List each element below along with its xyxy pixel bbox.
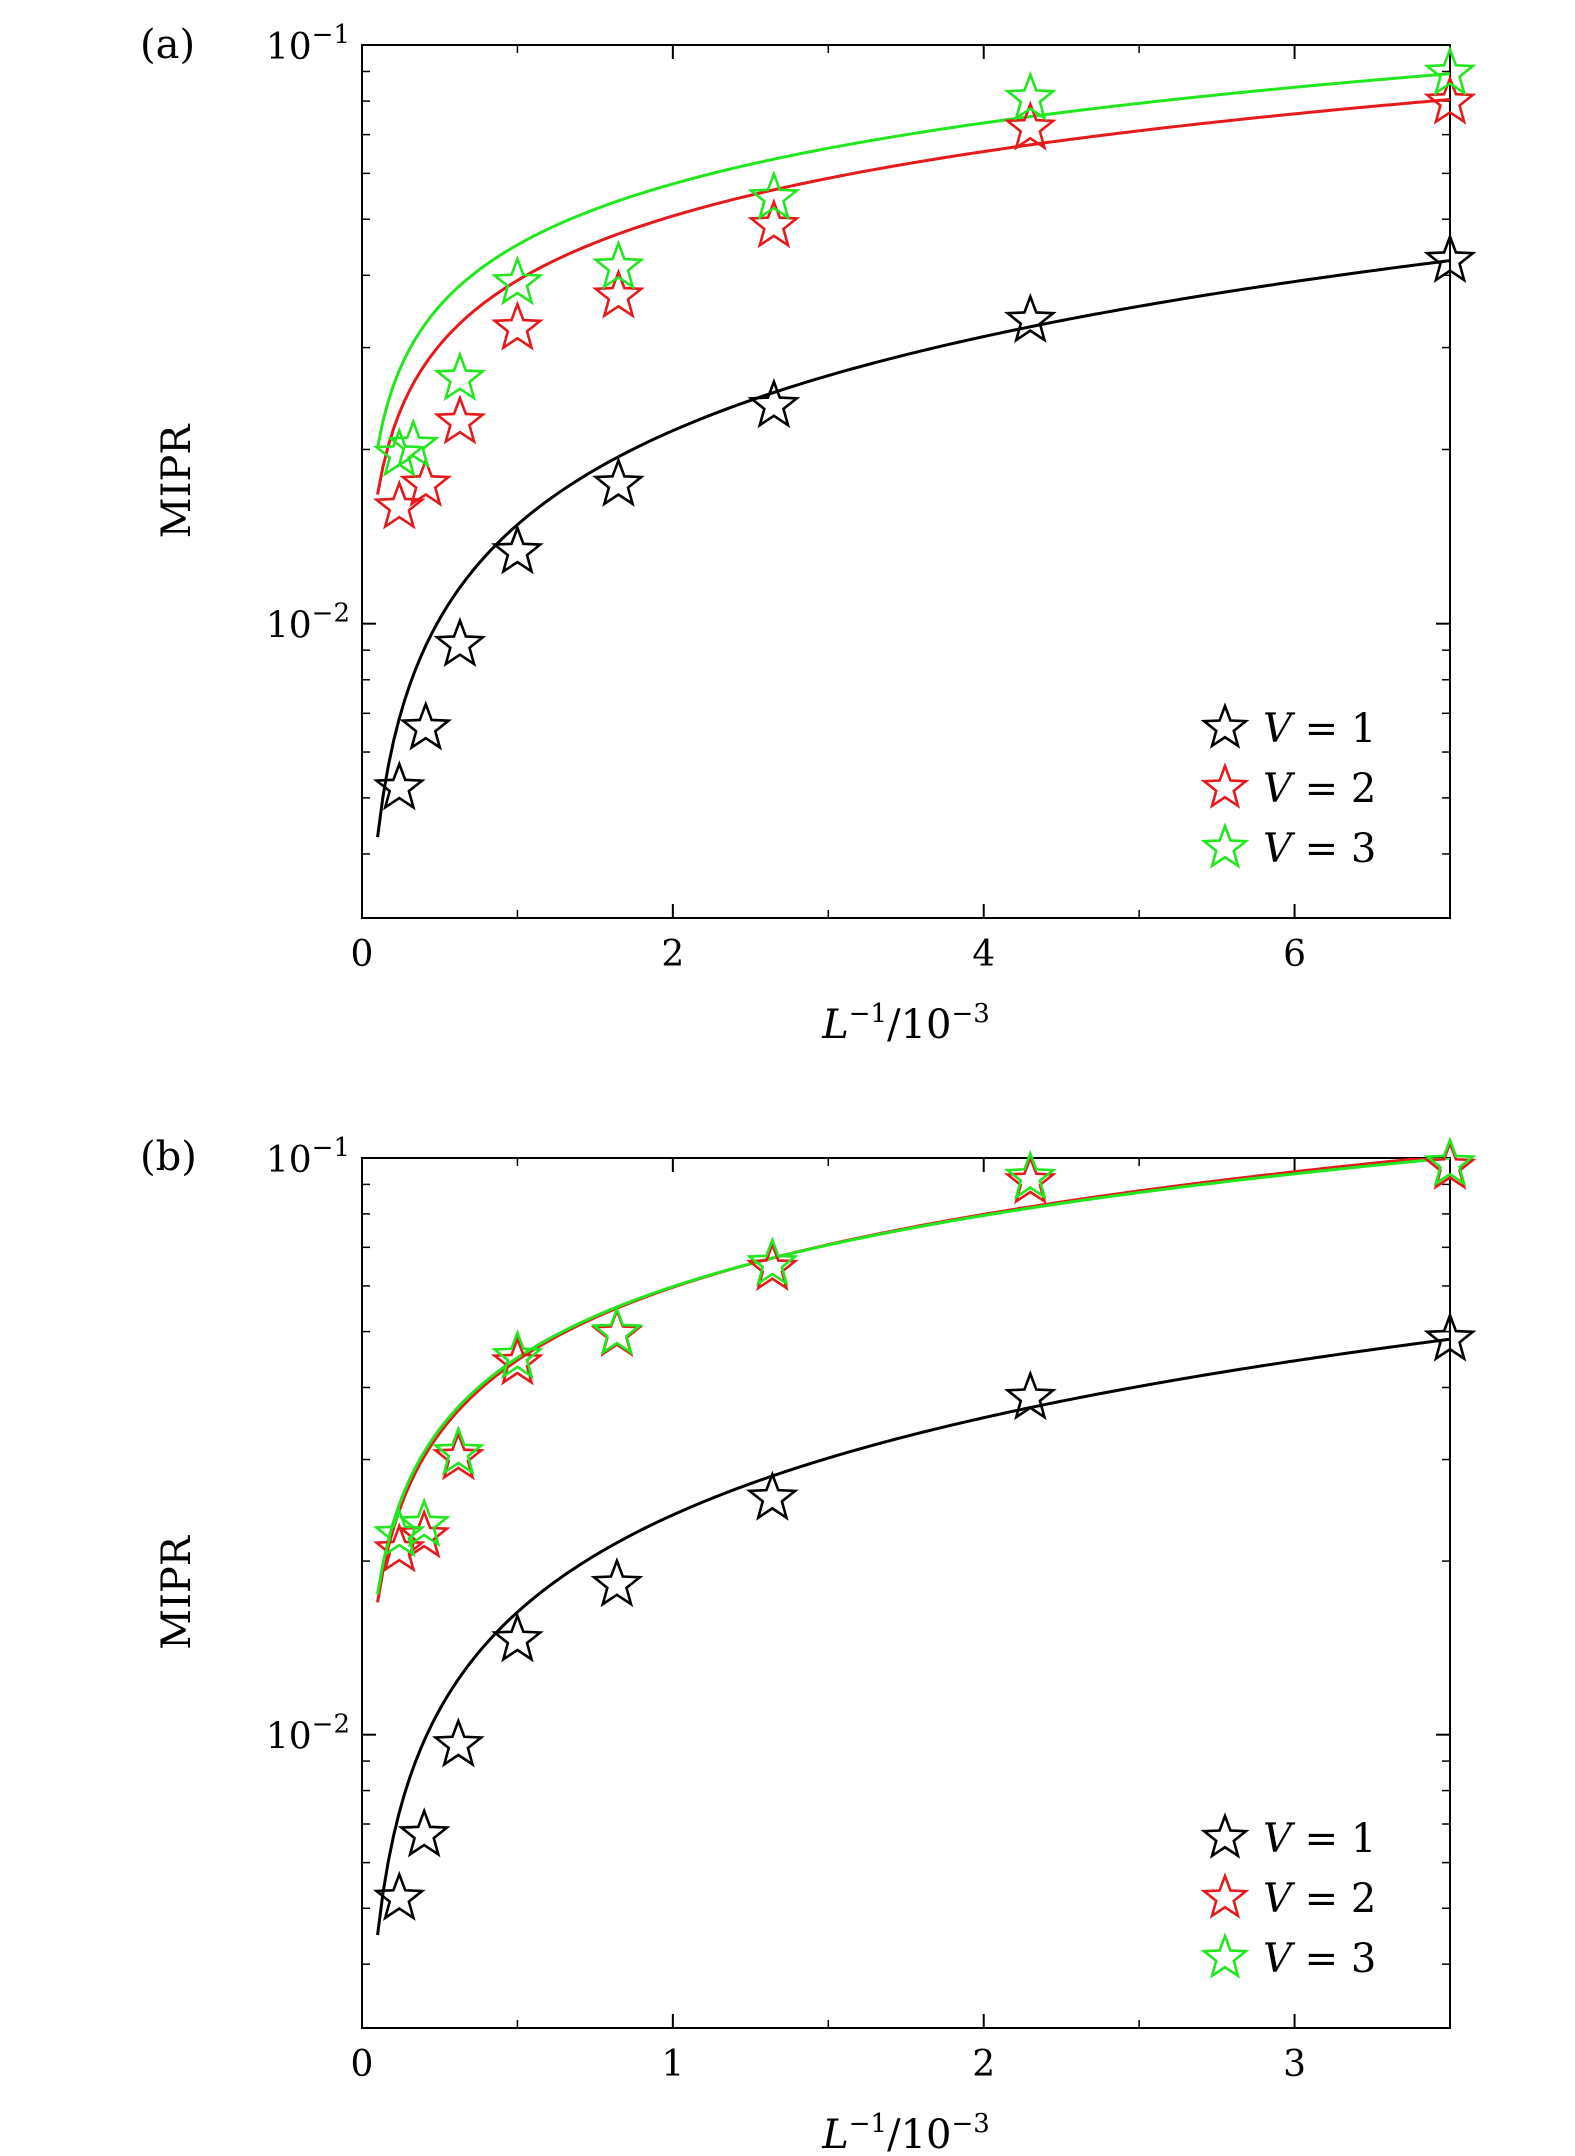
fit-curve-series-1 <box>376 259 1450 838</box>
data-point-series-3 <box>590 1305 644 1356</box>
data-point-series-1 <box>1003 292 1057 344</box>
data-point-series-2 <box>397 1508 451 1559</box>
x-tick-label: 6 <box>1283 934 1306 975</box>
data-point-series-1 <box>397 1807 451 1858</box>
data-point-series-1 <box>1003 1369 1057 1421</box>
chart-panel-a: 0 2 4 6 10−2 10−1 L−1/10−3 MIPR V = 1 V = 2 V = 3 <box>154 20 1477 1048</box>
fit-curve-series-3 <box>376 1158 1450 1595</box>
data-point-series-2 <box>592 268 645 319</box>
data-point-series-3 <box>1423 1136 1477 1187</box>
legend-marker <box>1200 1812 1250 1859</box>
legend-marker <box>1200 1932 1250 1979</box>
data-point-series-1 <box>745 1470 799 1521</box>
chart-panel-b: 0 1 2 3 10−2 10−1 L−1/10−3 MIPR V = 1 V = 2 V = 3 <box>154 1133 1477 2156</box>
data-point-series-3 <box>1423 45 1477 96</box>
data-point-series-1 <box>590 1556 644 1608</box>
legend-label: V = 2 <box>1263 1876 1376 1922</box>
x-tick-label: 4 <box>972 934 995 975</box>
data-point-series-3 <box>1003 70 1057 121</box>
y-tick-label: 10−1 <box>266 1133 350 1181</box>
data-point-series-1 <box>372 1870 426 1921</box>
plot-area <box>376 1158 1450 1936</box>
data-point-series-2 <box>432 1430 485 1481</box>
legend-label: V = 1 <box>1263 706 1376 752</box>
y-tick-label: 10−2 <box>266 1710 350 1758</box>
plot-area <box>376 72 1450 838</box>
data-point-series-3 <box>592 239 645 290</box>
panel-label-b: (b) <box>140 1134 197 1180</box>
x-axis-title: L−1/10−3 <box>821 2109 990 2156</box>
legend-marker <box>1200 762 1250 809</box>
data-point-series-3 <box>747 170 801 221</box>
data-point-series-2 <box>372 1522 426 1573</box>
data-point-series-1 <box>592 456 645 507</box>
legend-marker <box>1200 822 1250 869</box>
data-point-series-1 <box>491 524 544 575</box>
data-point-series-3 <box>432 1425 485 1476</box>
legend-label: V = 2 <box>1263 766 1376 812</box>
data-point-series-3 <box>491 255 544 306</box>
x-axis-title: L−1/10−3 <box>821 999 990 1048</box>
x-tick-label: 3 <box>1283 2044 1306 2085</box>
data-point-series-1 <box>491 1612 544 1663</box>
legend-marker <box>1200 702 1250 749</box>
legend-marker <box>1200 1872 1250 1919</box>
y-axis-title: MIPR <box>154 423 200 539</box>
data-point-series-2 <box>1423 74 1477 125</box>
x-tick-label: 0 <box>351 2044 374 2085</box>
data-point-series-1 <box>1423 232 1477 284</box>
data-point-series-1 <box>432 1717 485 1768</box>
data-point-series-2 <box>747 198 801 249</box>
data-point-series-2 <box>491 300 544 351</box>
legend-label: V = 3 <box>1263 1936 1376 1982</box>
data-point-series-2 <box>1003 1154 1057 1205</box>
data-point-series-2 <box>399 456 453 507</box>
data-point-series-3 <box>386 418 440 469</box>
data-point-series-1 <box>399 700 453 751</box>
data-point-series-3 <box>1003 1149 1057 1200</box>
x-tick-label: 2 <box>661 934 684 975</box>
data-point-series-1 <box>433 616 487 668</box>
y-axis-title: MIPR <box>154 1534 200 1650</box>
data-point-series-3 <box>433 351 487 402</box>
x-tick-label: 0 <box>351 934 374 975</box>
y-tick-label: 10−1 <box>266 20 350 68</box>
data-point-series-3 <box>397 1497 451 1548</box>
data-point-series-2 <box>1003 100 1057 151</box>
data-point-series-1 <box>1423 1311 1477 1362</box>
legend-label: V = 3 <box>1263 826 1376 872</box>
data-point-series-1 <box>372 760 426 811</box>
plot-frame <box>361 44 1451 919</box>
fit-curve-series-2 <box>376 98 1450 495</box>
x-tick-label: 2 <box>972 2044 995 2085</box>
y-tick-label: 10−2 <box>266 599 350 647</box>
fit-curve-series-2 <box>376 1158 1440 1603</box>
data-point-series-2 <box>433 394 487 445</box>
data-point-series-2 <box>745 1240 799 1292</box>
plot-frame <box>361 1157 1451 2029</box>
data-point-series-3 <box>745 1236 799 1287</box>
data-point-series-3 <box>491 1329 544 1380</box>
x-tick-label: 1 <box>661 2044 684 2085</box>
panel-label-a: (a) <box>140 22 196 68</box>
data-point-series-3 <box>372 1507 426 1558</box>
data-point-series-1 <box>747 378 801 429</box>
fit-curve-series-1 <box>376 1337 1450 1936</box>
fit-curve-series-3 <box>376 72 1450 448</box>
legend-label: V = 1 <box>1263 1816 1376 1862</box>
